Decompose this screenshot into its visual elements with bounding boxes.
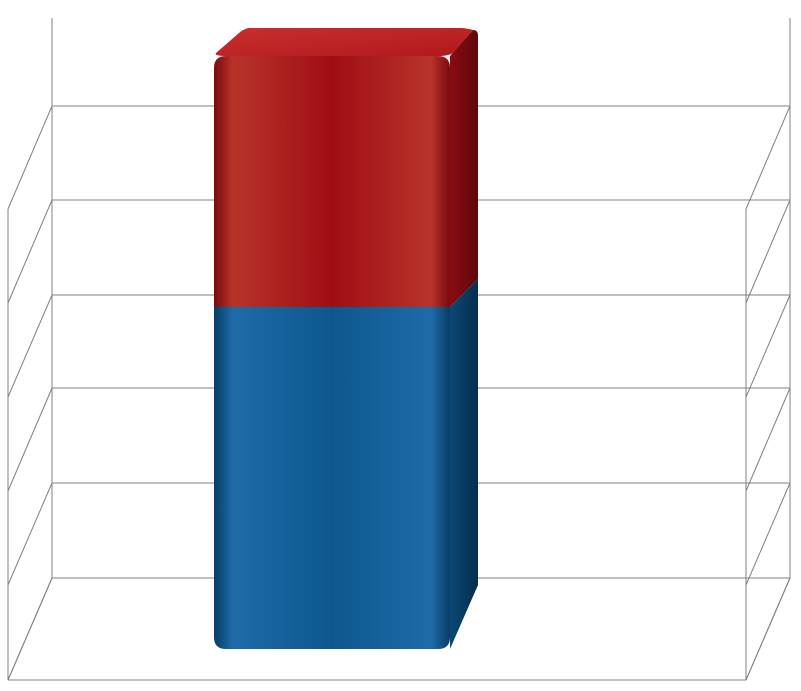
- stacked-bar: [214, 28, 478, 649]
- bar-chart-3d: [0, 0, 801, 691]
